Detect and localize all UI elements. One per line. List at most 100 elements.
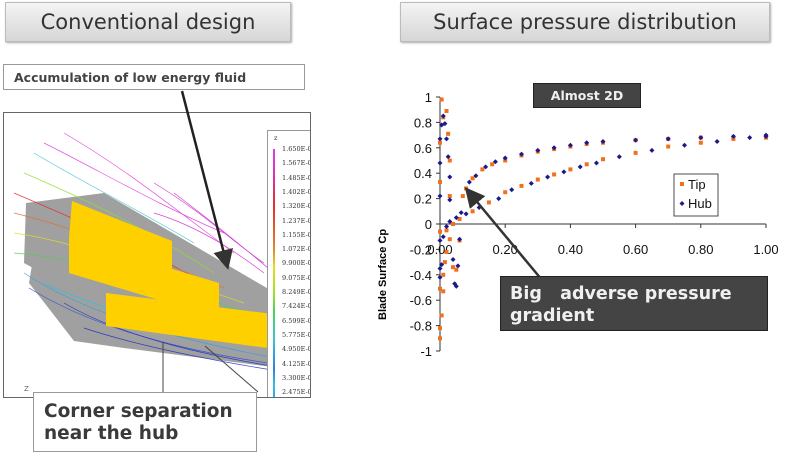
legend-marker-hub [679,201,685,206]
axis-marker: Z [24,385,29,393]
label-almost-2d: Almost 2D [533,83,641,108]
point-tip [454,267,459,272]
colorbar-label: 1.650E-02 [282,145,310,153]
colorbar-label: 1.155E-02 [282,230,310,239]
point-tip [438,140,442,145]
point-tip [490,162,495,167]
x-tick-label: 0.40 [558,242,583,257]
point-hub [528,180,534,186]
point-hub [763,133,769,139]
left-title: Conventional design [5,2,291,42]
y-tick-label: -0.4 [410,268,432,283]
point-hub [450,257,456,263]
point-hub [437,265,443,271]
point-tip [503,190,508,195]
point-hub [444,224,450,230]
point-tip [438,180,442,185]
arrow-low-energy [180,90,233,270]
point-hub [584,140,590,146]
y-tick-label: 1 [425,90,432,105]
y-tick-label: 0.8 [414,115,432,130]
x-tick-label: 0.60 [623,242,648,257]
point-hub [682,142,687,148]
point-hub [473,173,479,179]
point-tip [457,216,462,221]
colorbar-label: 7.424E-03 [282,302,310,311]
cfd-streamline-image: Z z 1.650E-02 1.567E-02 1.485E-02 1.402E-02… [3,112,311,398]
point-hub [466,179,472,185]
point-hub [567,142,573,148]
point-hub [502,155,508,161]
point-hub [437,160,443,166]
callout-corner-separation: Corner separation near the hub [33,392,257,452]
point-tip [439,313,444,318]
point-tip [698,140,703,145]
point-tip [552,172,557,177]
point-tip [568,167,573,172]
colorbar-legend: z 1.650E-02 1.567E-02 1.485E-02 1.402E-02 1.… [267,130,310,397]
point-hub [509,187,515,193]
point-hub [457,236,463,242]
point-hub [593,160,599,166]
right-title: Surface pressure distribution [400,2,770,42]
y-tick-label: 0.6 [414,141,432,156]
point-tip [486,200,491,205]
point-hub [458,210,464,216]
colorbar-label: 8.249E-03 [282,288,310,296]
y-tick-label: -0.8 [410,319,432,334]
colorbar-label: 1.402E-02 [282,187,310,196]
point-hub [747,135,753,141]
point-tip [480,167,485,172]
y-tick-label: 0 [425,217,432,232]
arrow-adverse-gradient [464,187,543,281]
callout-line-1: Corner separation [44,401,233,422]
point-tip [442,260,447,265]
colorbar-label: 6.599E-03 [282,316,310,325]
point-tip [470,176,475,181]
point-tip [438,336,442,341]
point-hub [440,234,446,240]
point-hub [455,263,461,269]
point-hub [633,137,639,143]
y-tick-label: -0.2 [410,242,432,257]
point-tip [464,186,469,191]
point-tip [519,183,524,188]
point-hub [519,151,524,157]
colorbar-label: 3.300E-03 [282,373,310,382]
point-tip [451,222,456,226]
point-hub [551,145,557,151]
point-hub [545,174,551,180]
colorbar-label: 1.567E-02 [282,159,310,168]
colorbar-label: 4.950E-03 [282,345,310,354]
y-axis-label: Blade Surface Cp [377,229,389,320]
y-tick-label: 0.2 [414,192,432,207]
point-hub [616,154,622,160]
point-tip [451,265,456,270]
y-tick-label: 0.4 [414,166,432,181]
point-tip [470,209,475,214]
point-tip [444,249,449,254]
point-hub [463,211,469,217]
point-hub [453,283,459,289]
point-hub [440,113,446,119]
legend: Tip Hub [673,173,719,217]
callout-adverse-gradient: Big adverse pressure gradient [500,276,768,331]
callout-line-1: Big adverse pressure [510,284,732,304]
blade-2 [69,238,219,318]
point-tip [503,158,508,163]
colorbar-label: 9.900E-03 [282,259,310,268]
point-tip [444,228,449,233]
point-hub [714,138,720,144]
point-tip [444,108,449,113]
x-tick-label: 1.00 [753,242,778,257]
x-tick-label: 0.20 [493,242,518,257]
point-tip [447,158,452,163]
point-tip [633,150,638,155]
cfd-rendering: Z [13,132,305,393]
point-tip [438,229,442,234]
point-hub [447,174,453,180]
point-tip [438,326,442,331]
point-hub [437,274,443,280]
callout-line-2: gradient [510,306,595,326]
